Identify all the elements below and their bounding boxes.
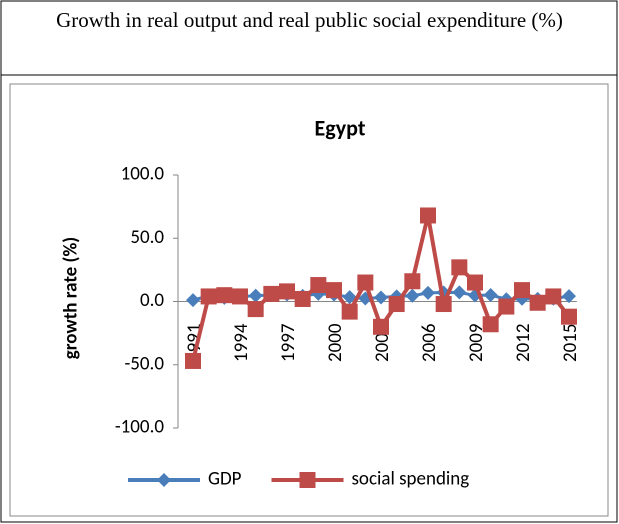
y-axis-label: growth rate (%) [60,237,83,359]
marker [405,288,420,303]
marker [467,274,483,291]
marker [545,288,562,305]
marker [186,293,200,308]
marker [357,274,374,291]
marker [232,288,248,305]
marker [279,283,295,300]
marker [185,352,201,369]
y-tick-label: 100.0 [121,163,165,186]
y-tick-label: -100.0 [115,416,165,439]
marker [529,294,546,311]
x-tick-label: 1997 [277,323,300,362]
marker [404,273,421,290]
x-tick-label: 2009 [465,324,488,363]
marker [420,207,436,224]
marker [310,277,327,294]
marker [483,288,498,303]
marker [326,282,342,299]
marker [561,308,577,325]
marker [157,473,171,487]
marker [342,290,357,305]
marker [341,303,358,320]
marker [452,285,467,300]
x-tick-label: 2015 [559,324,582,363]
marker [200,288,217,305]
x-tick-label: 2000 [324,323,347,362]
x-tick-label: 2006 [418,324,441,363]
marker [498,298,515,315]
marker [514,282,530,299]
marker [562,289,576,304]
chart-title: Egypt [315,114,366,141]
table-header: Growth in real output and real public so… [56,8,563,32]
marker [247,301,264,318]
marker [421,285,435,300]
marker [435,296,452,313]
legend-label: GDP [208,468,242,491]
y-tick-label: -50.0 [124,352,164,375]
x-tick-label: 1994 [230,323,253,362]
y-tick-label: 50.0 [130,226,164,249]
legend-label: social spending [352,468,470,491]
marker [482,316,499,333]
marker [373,318,389,335]
y-tick-label: 0.0 [140,289,164,312]
x-tick-label: 2012 [512,324,535,363]
marker [451,259,468,276]
marker [248,288,263,303]
marker [299,472,316,488]
marker [263,285,280,302]
marker [388,296,405,313]
marker [374,290,388,305]
marker [294,290,311,307]
marker [216,287,233,304]
